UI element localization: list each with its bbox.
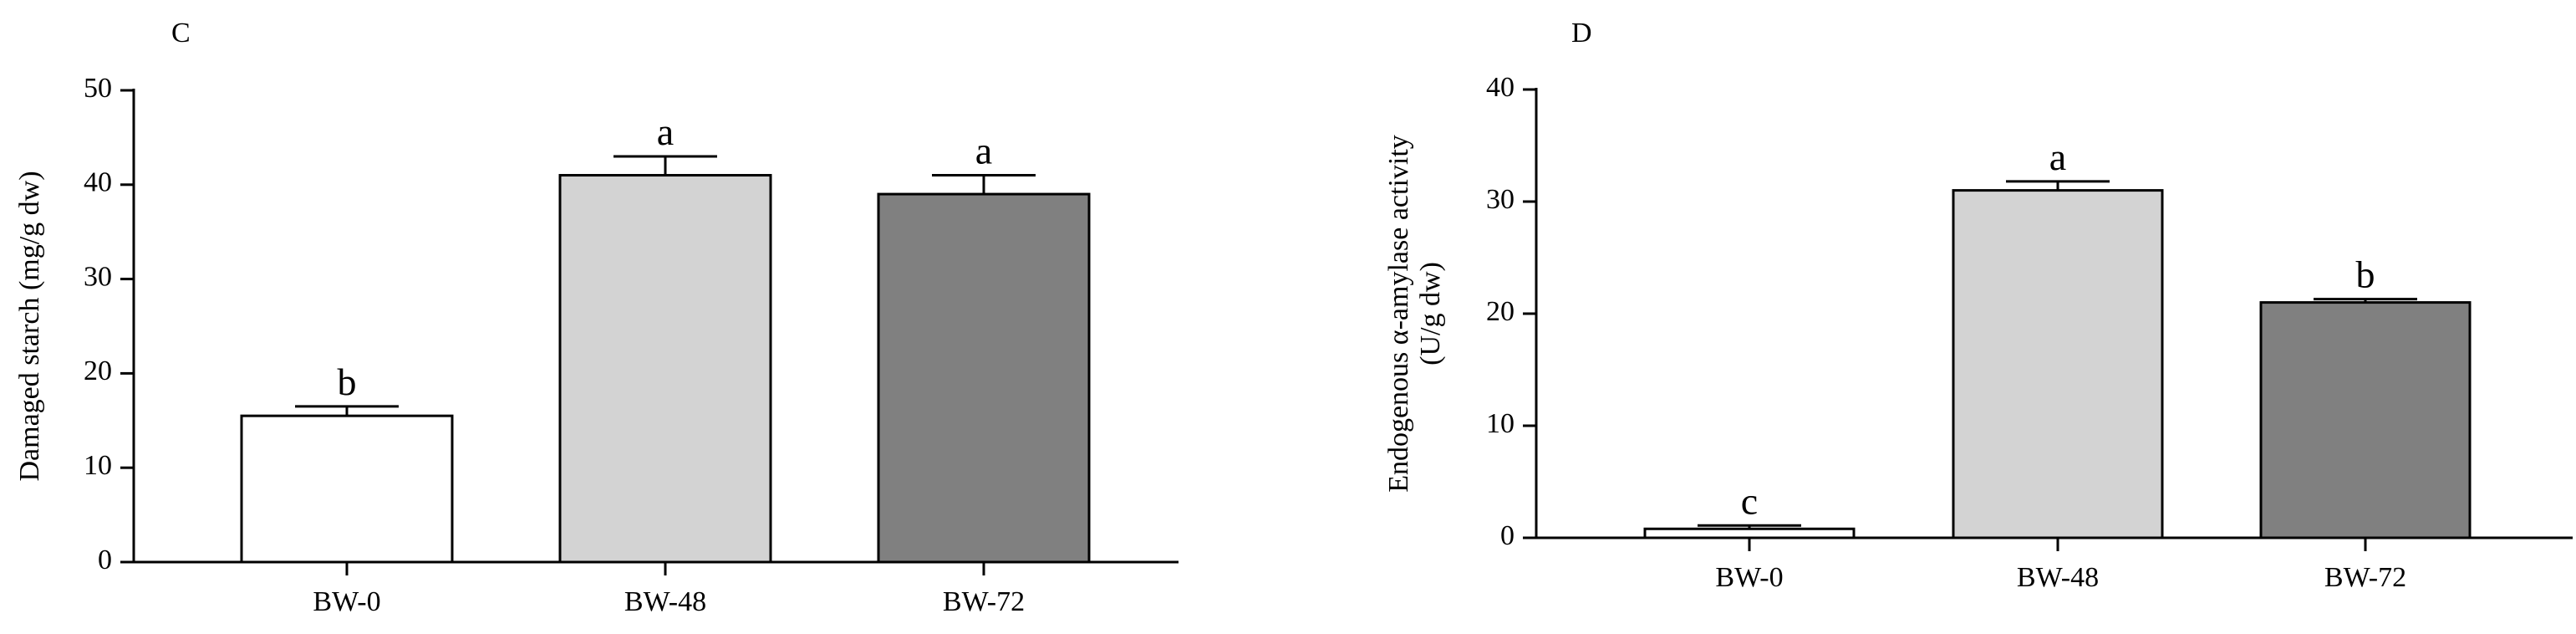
- significance-label: b: [338, 360, 357, 403]
- significance-label: c: [1741, 479, 1758, 522]
- bar: [240, 414, 454, 564]
- x-tick-label: BW-0: [313, 586, 380, 617]
- y-tick-label: 20: [84, 355, 112, 386]
- bar: [2259, 301, 2472, 539]
- y-tick-label: 10: [1486, 408, 1515, 439]
- x-tick-label: BW-72: [943, 586, 1025, 617]
- y-tick-label: 50: [84, 73, 112, 104]
- panel-letter: C: [171, 18, 191, 49]
- y-axis-label: Damaged starch (mg/g dw): [14, 171, 45, 481]
- y-tick-label: 0: [1500, 520, 1515, 551]
- x-tick-label: BW-72: [2324, 562, 2406, 593]
- y-tick-label: 40: [84, 167, 112, 198]
- y-tick-label: 0: [98, 545, 112, 575]
- significance-label: a: [2049, 135, 2066, 178]
- significance-label: b: [2356, 253, 2375, 296]
- x-tick-label: BW-0: [1715, 562, 1783, 593]
- y-tick-label: 10: [84, 450, 112, 481]
- x-tick-label: BW-48: [2017, 562, 2099, 593]
- y-axis-label: (U/g dw): [1415, 262, 1446, 366]
- y-axis-label: Endogenous α-amylase activity: [1383, 135, 1414, 493]
- panel-letter: D: [1571, 18, 1592, 49]
- y-tick-label: 20: [1486, 296, 1515, 327]
- significance-label: a: [657, 110, 674, 153]
- x-tick-label: BW-48: [624, 586, 706, 617]
- bar: [1643, 527, 1856, 539]
- bar: [558, 174, 772, 564]
- bar: [1952, 189, 2164, 539]
- significance-label: a: [975, 130, 992, 172]
- y-tick-label: 30: [1486, 184, 1515, 215]
- bar: [877, 192, 1091, 564]
- y-tick-label: 30: [84, 261, 112, 292]
- y-tick-label: 40: [1486, 72, 1515, 103]
